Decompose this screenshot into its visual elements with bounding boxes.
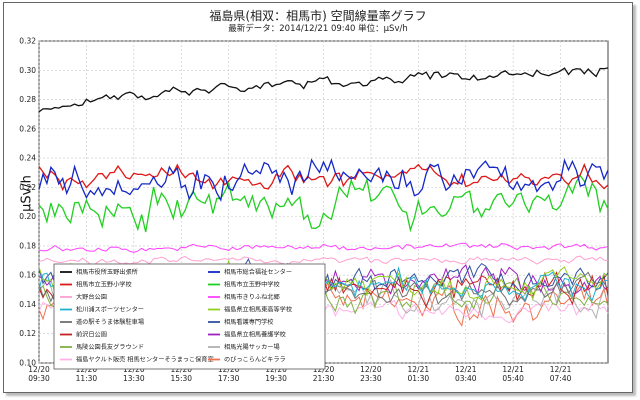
y-tick-label: 0.18 xyxy=(19,241,36,250)
legend-label: 馬陵公園長友グラウンド xyxy=(76,343,144,351)
y-tick-label: 0.32 xyxy=(19,37,36,46)
x-tick-date: 12/20 xyxy=(28,365,50,374)
legend-label: 相馬市立玉野中学校 xyxy=(224,281,280,289)
x-tick-date: 12/20 xyxy=(76,365,98,374)
x-tick-time: 17:30 xyxy=(218,374,240,383)
legend-label: 相馬市役所玉野出張所 xyxy=(76,268,138,276)
x-tick-date: 12/21 xyxy=(408,365,430,374)
x-tick-date: 12/21 xyxy=(455,365,477,374)
x-tick-time: 13:30 xyxy=(123,374,145,383)
x-tick-time: 15:30 xyxy=(170,374,192,383)
x-tick-time: 11:30 xyxy=(76,374,98,383)
chart-title: 福島県(相双：相馬市) 空間線量率グラフ xyxy=(209,9,427,23)
line-chart: 0.10 0.12 0.14 0.16 0.18 0.20 0.22 0.24 0.26 0.28… xyxy=(19,37,609,383)
x-tick-time: 19:30 xyxy=(265,374,287,383)
y-tick-label: 0.30 xyxy=(19,66,36,75)
series-line xyxy=(38,162,609,192)
legend-label: 松川浦スポーツセンター xyxy=(76,306,144,314)
chart-subtitle: 最新データ：2014/12/21 09:40 単位：μSv/h xyxy=(228,24,408,34)
x-tick-time: 07:40 xyxy=(550,374,572,383)
x-tick-date: 12/20 xyxy=(313,365,335,374)
y-tick-label: 0.28 xyxy=(19,95,36,104)
y-tick-label: 0.16 xyxy=(19,271,36,280)
x-tick-time: 05:40 xyxy=(502,374,524,383)
series-line xyxy=(38,242,609,253)
x-tick-date: 12/21 xyxy=(502,365,524,374)
series-line xyxy=(38,255,609,266)
legend-label: 相馬市立玉野小学校 xyxy=(76,281,132,289)
legend-label: 大野台公園 xyxy=(76,293,107,301)
y-tick-label: 0.10 xyxy=(19,359,36,368)
x-tick-time: 21:30 xyxy=(313,374,335,383)
legend xyxy=(53,263,326,370)
legend-label: 相馬市きりふね北郷 xyxy=(224,293,280,301)
x-tick-time: 01:30 xyxy=(408,374,430,383)
y-tick-label: 0.24 xyxy=(19,154,36,163)
x-tick-time: 09:30 xyxy=(28,374,50,383)
x-tick-date: 12/20 xyxy=(123,365,145,374)
y-tick-label: 0.14 xyxy=(19,300,36,309)
x-tick-date: 12/21 xyxy=(550,365,572,374)
x-tick-date: 12/20 xyxy=(218,365,240,374)
legend-label: 福島県立相馬東高等学校 xyxy=(224,306,292,314)
legend-label: 相馬光陽サッカー場 xyxy=(224,343,280,351)
legend-label: 相馬看護専門学校 xyxy=(224,318,274,326)
legend-label: 福島ヤクルト販売 相馬センターそうまっこ保育室 xyxy=(76,356,214,364)
x-tick-date: 12/20 xyxy=(265,365,287,374)
x-tick-time: 03:40 xyxy=(455,374,477,383)
legend-label: 前沢日公園 xyxy=(76,331,107,339)
series-line xyxy=(38,158,609,203)
legend-label: 福島県立相馬養護学校 xyxy=(224,331,286,339)
series-line xyxy=(38,174,609,233)
chart-frame: 福島県(相双：相馬市) 空間線量率グラフ 最新データ：2014/12/21 09… xyxy=(3,2,633,393)
x-tick-date: 12/20 xyxy=(170,365,192,374)
y-tick-label: 0.12 xyxy=(19,329,36,338)
y-tick-label: 0.20 xyxy=(19,212,36,221)
legend-label: のびっこらんどキララ xyxy=(224,356,286,364)
x-tick-date: 12/20 xyxy=(360,365,382,374)
series-line xyxy=(38,67,609,113)
x-tick-time: 23:30 xyxy=(360,374,382,383)
legend-label: 相馬市総合福祉センター xyxy=(224,268,292,276)
legend-label: 道の駅そうま体験駐車場 xyxy=(76,318,144,326)
y-tick-label: 0.22 xyxy=(19,183,36,192)
y-tick-label: 0.26 xyxy=(19,124,36,133)
